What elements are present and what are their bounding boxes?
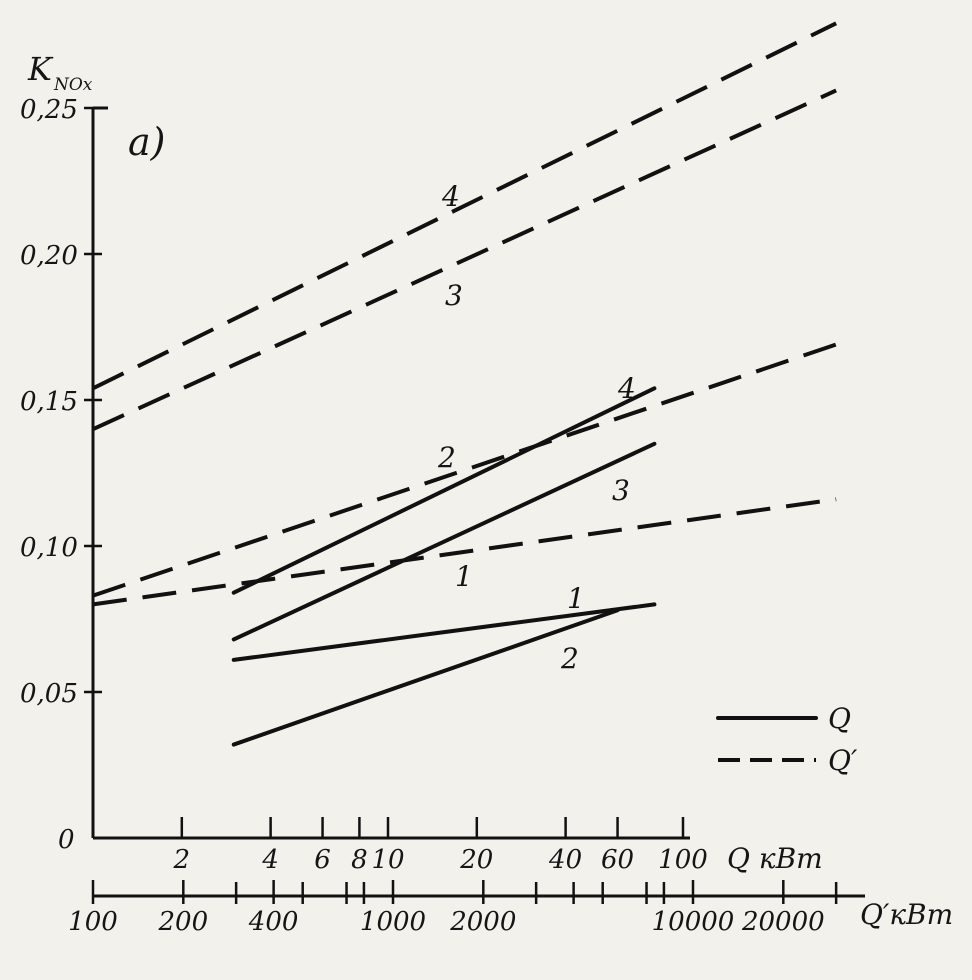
legend-dashed-label: Q′ [828,744,858,777]
q-tick-label: 60 [601,845,634,875]
q-axis-label: Q кВт [727,842,823,875]
y-ticks: 0 0,05 0,10 0,15 0,20 0,25 [20,95,102,855]
curve-label-solid-1: 1 [567,582,585,615]
y-tick-label: 0,05 [20,679,78,709]
qprime-tick-label: 1000 [360,907,426,937]
q-axis-ticks: 2 4 6 8 10 20 40 60 100 [173,817,708,875]
dashed-line-1 [92,497,837,607]
legend: Q Q′ [716,702,858,777]
curve-label-solid-4: 4 [617,372,636,405]
y-tick-label: 0,25 [20,95,78,125]
solid-line-1 [231,602,657,662]
q-tick-label: 10 [371,845,404,875]
q-tick-label: 2 [173,845,191,875]
solid-line-4 [231,386,657,595]
qprime-axis-ticks: 100 200 400 1000 2000 10000 20000 [68,880,838,937]
panel-label: а) [128,120,165,164]
y-tick-label: 0 [58,825,75,855]
q-tick-label: 100 [658,845,708,875]
qprime-tick-label: 400 [248,907,299,937]
q-tick-label: 20 [459,845,493,875]
qprime-tick-label: 200 [157,907,208,937]
solid-line-3 [231,441,657,642]
y-tick-label: 0,15 [20,387,78,417]
curve-label-dashed-4: 4 [441,180,460,213]
curve-label-dashed-3: 3 [445,279,463,312]
q-tick-label: 6 [314,845,331,875]
dashed-line-4 [92,21,838,391]
y-axis-label: K [27,50,54,88]
q-tick-label: 8 [351,845,368,875]
legend-solid-label: Q [828,702,851,735]
curve-label-solid-2: 2 [560,642,579,675]
qprime-axis-label: Q′кВт [860,898,953,931]
dashed-line-3 [92,88,837,432]
qprime-tick-label: 20000 [741,907,825,937]
qprime-tick-label: 2000 [449,907,516,937]
y-tick-label: 0,10 [20,533,78,563]
q-tick-label: 4 [261,845,279,875]
curve-label-dashed-1: 1 [455,560,473,593]
dashed-line-2 [92,342,837,598]
y-tick-label: 0,20 [20,241,78,271]
qprime-tick-label: 10000 [652,907,735,937]
series-lines [92,21,838,747]
qprime-tick-label: 100 [68,907,118,937]
y-axis-label-subscript: NOx [53,75,93,95]
q-tick-label: 40 [548,845,582,875]
curve-label-solid-3: 3 [612,474,630,507]
curve-label-dashed-2: 2 [437,441,456,474]
solid-line-2 [231,608,620,747]
